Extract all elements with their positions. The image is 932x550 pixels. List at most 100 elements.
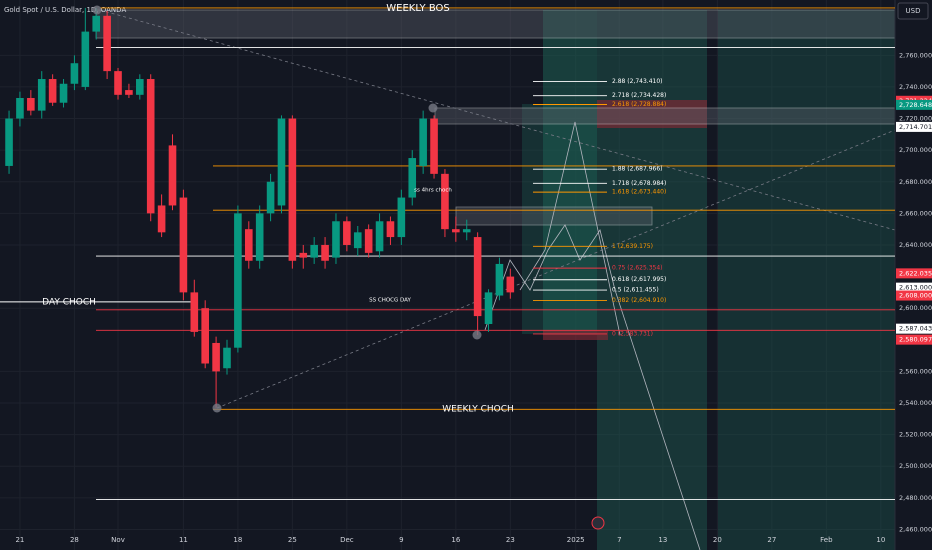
candle-body bbox=[70, 63, 79, 84]
trend-line bbox=[216, 129, 896, 409]
candle-body bbox=[506, 276, 515, 293]
y-tick-label: 2,460.000 bbox=[899, 525, 932, 533]
annotation: WEEKLY BOS bbox=[386, 3, 450, 14]
x-tick-label: Nov bbox=[111, 536, 125, 544]
candle-body bbox=[5, 118, 13, 166]
candle-body bbox=[495, 263, 504, 296]
x-tick-label: 2025 bbox=[567, 536, 585, 544]
candle-body bbox=[234, 213, 242, 348]
candle-body bbox=[136, 79, 144, 95]
anchor-point bbox=[428, 103, 438, 113]
candle-body bbox=[277, 118, 286, 206]
candle-body bbox=[343, 221, 351, 245]
candle-body bbox=[146, 79, 155, 214]
zone bbox=[434, 107, 896, 125]
candle-body bbox=[103, 15, 111, 72]
zone bbox=[522, 104, 597, 334]
y-tick-label: 2,720.000 bbox=[899, 115, 932, 123]
price-label-box bbox=[896, 290, 932, 301]
price-label-box bbox=[896, 323, 932, 334]
zone bbox=[718, 10, 895, 550]
price-label: 2,613.000 bbox=[899, 284, 932, 292]
zones bbox=[95, 9, 897, 550]
y-tick-label: 2,600.000 bbox=[899, 304, 932, 312]
zone bbox=[455, 206, 653, 226]
x-tick-label: Dec bbox=[340, 536, 354, 544]
x-tick-label: 10 bbox=[876, 536, 885, 544]
y-tick-label: 2,500.000 bbox=[899, 462, 932, 470]
y-tick-label: 2,520.000 bbox=[899, 431, 932, 439]
candle-body bbox=[125, 90, 133, 95]
y-tick-label: 2,680.000 bbox=[899, 178, 932, 186]
y-tick-label: 2,760.000 bbox=[899, 51, 932, 59]
candle-body bbox=[37, 79, 46, 111]
x-tick-label: 11 bbox=[179, 536, 188, 544]
y-tick-label: 2,700.000 bbox=[899, 146, 932, 154]
candle-body bbox=[244, 229, 253, 261]
candle-body bbox=[92, 15, 101, 32]
zone bbox=[597, 100, 707, 128]
annotation: DAY CHOCH bbox=[42, 298, 96, 308]
fib-label: 2.88 (2,743.410) bbox=[612, 78, 662, 85]
anchor-point bbox=[212, 403, 222, 413]
x-tick-label: 7 bbox=[617, 536, 621, 544]
price-label: 2,587.043 bbox=[899, 325, 932, 333]
candle-body bbox=[321, 244, 329, 261]
candle-body bbox=[255, 213, 264, 261]
candle-body bbox=[473, 237, 482, 317]
price-label-box bbox=[896, 282, 932, 293]
y-tick-label: 2,740.000 bbox=[899, 83, 932, 91]
candle-body bbox=[299, 252, 308, 258]
x-tick-label: Feb bbox=[820, 536, 833, 544]
fib-label: 0.382 (2,604.910) bbox=[612, 297, 666, 304]
projection bbox=[519, 121, 621, 336]
candle-body bbox=[16, 97, 24, 119]
candle-body bbox=[266, 181, 275, 214]
candle-body bbox=[375, 221, 384, 252]
candle-body bbox=[419, 118, 427, 166]
candle-body bbox=[223, 347, 231, 369]
x-tick-label: 9 bbox=[399, 536, 403, 544]
currency: USD bbox=[906, 7, 921, 15]
x-tick-label: 27 bbox=[767, 536, 776, 544]
candle-body bbox=[190, 292, 199, 332]
x-tick-label: 16 bbox=[451, 536, 460, 544]
candle-body bbox=[397, 197, 406, 238]
candle-body bbox=[408, 158, 417, 198]
candle-body bbox=[386, 221, 395, 238]
fib-label: 2.718 (2,734.428) bbox=[612, 92, 666, 99]
price-label-box bbox=[896, 334, 932, 345]
fib-label: 2.618 (2,728.884) bbox=[612, 101, 666, 108]
fib-label: 1.88 (2,687.966) bbox=[612, 166, 662, 173]
candle-body bbox=[168, 145, 177, 206]
candle-body bbox=[353, 232, 362, 249]
fib-label: 0.618 (2,617.995) bbox=[612, 276, 666, 283]
projection bbox=[484, 224, 701, 550]
candle-body bbox=[157, 205, 166, 233]
candle-body bbox=[114, 71, 122, 95]
zone bbox=[95, 9, 897, 39]
zone bbox=[543, 330, 608, 340]
annotation: WEEKLY CHOCH bbox=[442, 405, 514, 415]
annotation: SS CHOCG DAY bbox=[369, 298, 411, 304]
x-tick-label: 13 bbox=[658, 536, 667, 544]
annotation: ss 4hrs choch bbox=[414, 188, 452, 194]
zone bbox=[543, 10, 597, 335]
candle-body bbox=[27, 97, 35, 111]
x-tick-label: 21 bbox=[15, 536, 24, 544]
fib-label: 1 (2,639.175) bbox=[612, 243, 653, 250]
candle-body bbox=[441, 173, 449, 230]
candle-body bbox=[364, 229, 373, 253]
price-label-box bbox=[896, 268, 932, 279]
event-icon bbox=[591, 516, 605, 530]
candle-body bbox=[179, 197, 188, 293]
price-label-box bbox=[896, 121, 932, 132]
x-tick-label: 20 bbox=[713, 536, 722, 544]
candle-body bbox=[212, 342, 220, 372]
x-tick-label: 28 bbox=[70, 536, 79, 544]
candle-body bbox=[59, 83, 68, 103]
y-tick-label: 2,540.000 bbox=[899, 399, 932, 407]
candle-body bbox=[430, 118, 438, 174]
